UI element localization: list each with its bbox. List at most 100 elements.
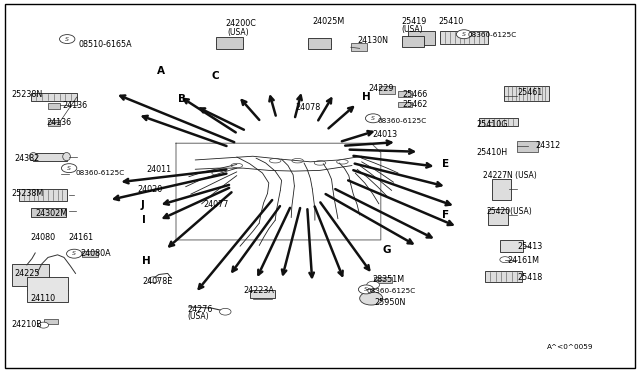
Circle shape [500, 257, 510, 263]
Text: 24110: 24110 [31, 294, 56, 303]
Bar [402, 36, 424, 46]
Bar [48, 120, 60, 126]
Ellipse shape [29, 153, 37, 161]
Text: 24080: 24080 [31, 233, 56, 242]
Text: (USA): (USA) [401, 25, 423, 34]
Bar [31, 208, 66, 217]
Circle shape [358, 285, 374, 294]
Bar [517, 141, 538, 152]
Text: 25418: 25418 [517, 273, 542, 282]
Text: 24080A: 24080A [81, 249, 111, 258]
Text: 24302M: 24302M [35, 209, 67, 218]
Bar [19, 189, 67, 201]
Text: A: A [157, 67, 165, 76]
Bar [44, 319, 58, 324]
Text: 08360-6125C: 08360-6125C [467, 32, 516, 38]
Circle shape [365, 114, 381, 123]
Bar [351, 43, 367, 51]
Text: S: S [65, 36, 69, 42]
Text: 25462: 25462 [402, 100, 428, 109]
Text: 08510-6165A: 08510-6165A [78, 40, 132, 49]
Text: (USA): (USA) [227, 28, 249, 37]
Text: (USA): (USA) [187, 312, 209, 321]
Bar [48, 103, 60, 109]
Circle shape [148, 277, 159, 283]
Circle shape [456, 30, 472, 39]
Bar [27, 277, 68, 302]
Text: 24077: 24077 [204, 200, 229, 209]
Text: I: I [142, 215, 146, 225]
Text: 24136: 24136 [46, 118, 71, 126]
Text: G: G [383, 245, 391, 255]
Text: 25410G: 25410G [477, 120, 508, 129]
Circle shape [67, 249, 82, 258]
Circle shape [360, 292, 383, 305]
Bar [408, 31, 435, 45]
Circle shape [367, 281, 380, 289]
Text: 25950N: 25950N [374, 298, 406, 307]
Text: 24210B: 24210B [12, 320, 42, 329]
Text: 24078: 24078 [296, 103, 321, 112]
Text: 24078E: 24078E [142, 278, 172, 286]
Bar [398, 102, 412, 107]
Text: 25419: 25419 [401, 17, 427, 26]
Bar [504, 86, 549, 101]
Circle shape [60, 35, 75, 44]
Text: 24229: 24229 [369, 84, 394, 93]
Circle shape [61, 164, 77, 173]
Text: E: E [442, 160, 449, 169]
Text: B: B [178, 94, 186, 103]
Circle shape [220, 308, 231, 315]
Bar [488, 209, 508, 225]
Text: 24382: 24382 [14, 154, 39, 163]
Text: H: H [142, 256, 151, 266]
Text: 25461: 25461 [517, 88, 542, 97]
Ellipse shape [63, 153, 70, 161]
Bar [479, 118, 518, 126]
Text: 24161: 24161 [68, 233, 93, 242]
Bar [12, 264, 49, 286]
Text: 25410H: 25410H [477, 148, 508, 157]
Text: 24200C: 24200C [225, 19, 256, 28]
Text: A^<0^0059: A^<0^0059 [547, 344, 594, 350]
Text: J: J [141, 201, 145, 210]
Bar [492, 179, 511, 200]
Text: 24020: 24020 [138, 185, 163, 194]
Text: 24161M: 24161M [508, 256, 540, 265]
Text: 25410: 25410 [438, 17, 463, 26]
Text: 25238M: 25238M [12, 189, 44, 198]
Text: 24276: 24276 [187, 305, 212, 314]
Bar [250, 290, 275, 298]
Bar [440, 31, 488, 44]
Text: 24025M: 24025M [312, 17, 344, 26]
Text: 24227N (USA): 24227N (USA) [483, 171, 537, 180]
Bar [82, 251, 98, 257]
Bar [308, 38, 331, 49]
Text: 24225: 24225 [14, 269, 40, 278]
Text: S: S [371, 116, 375, 121]
Text: 24223A: 24223A [243, 286, 274, 295]
Text: 25420(USA): 25420(USA) [486, 207, 532, 216]
Bar [485, 271, 522, 282]
Bar [500, 240, 523, 252]
Text: S: S [67, 166, 71, 171]
Text: 24013: 24013 [372, 130, 397, 139]
Bar [33, 153, 67, 161]
Text: F: F [442, 210, 449, 220]
Bar [398, 91, 412, 97]
Text: 28351M: 28351M [372, 275, 404, 284]
Text: H: H [362, 92, 371, 102]
Text: 24312: 24312 [535, 141, 560, 150]
Text: 08360-6125C: 08360-6125C [378, 118, 427, 124]
Text: S: S [462, 32, 466, 37]
Text: C: C [211, 71, 219, 81]
Text: 08360-6125C: 08360-6125C [366, 288, 415, 294]
Text: 08360-6125C: 08360-6125C [76, 170, 125, 176]
Text: 24136: 24136 [63, 101, 88, 110]
Bar [31, 93, 77, 101]
Bar [374, 277, 392, 283]
Circle shape [38, 322, 49, 328]
Text: S: S [364, 287, 368, 292]
Text: 25466: 25466 [402, 90, 427, 99]
Text: 24130N: 24130N [357, 36, 388, 45]
